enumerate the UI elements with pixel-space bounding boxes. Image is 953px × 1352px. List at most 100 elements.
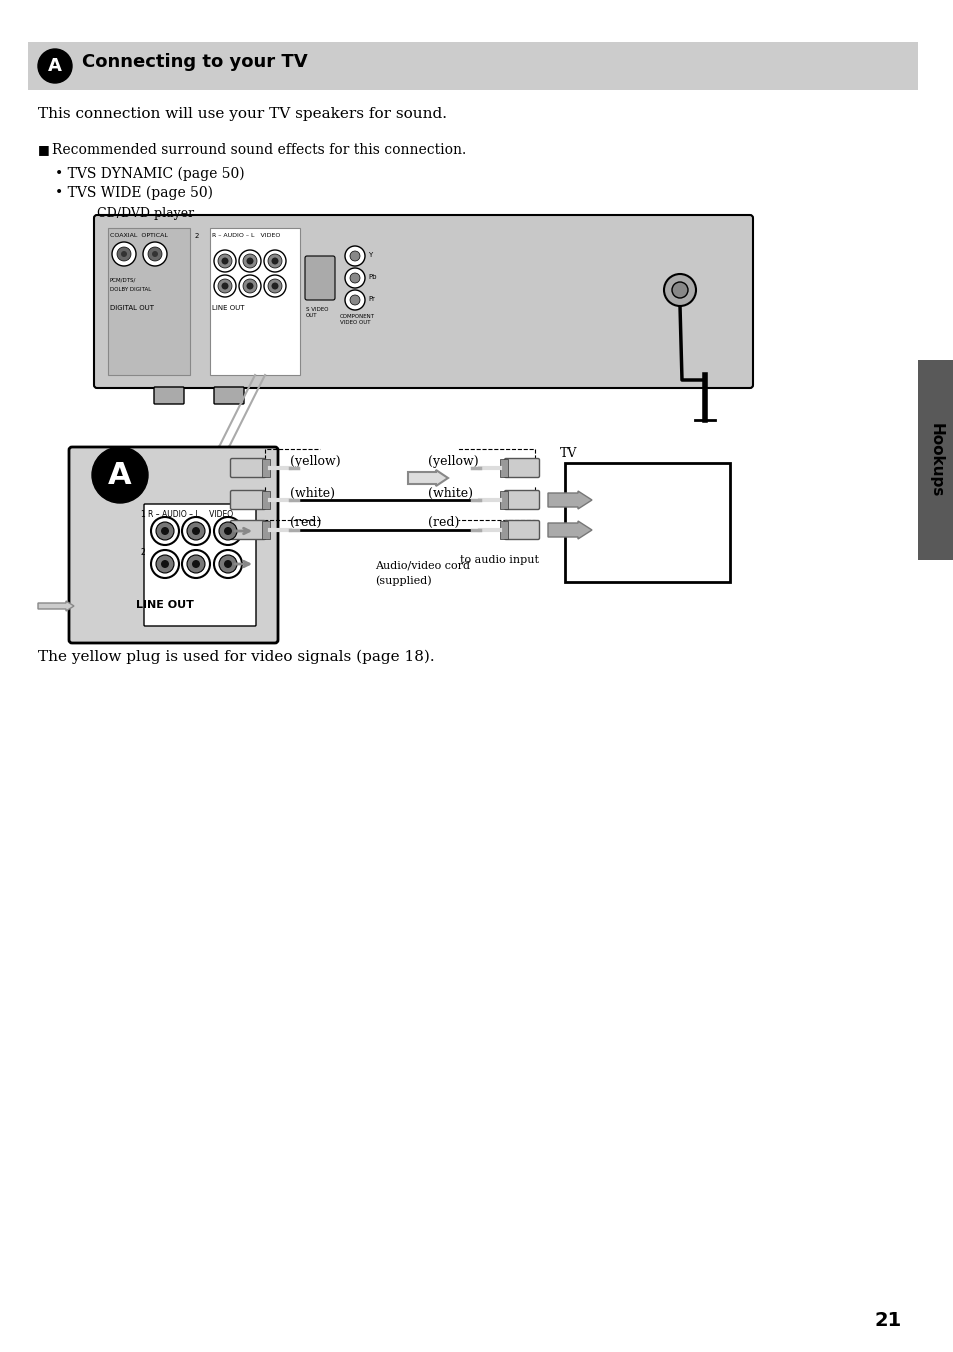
Circle shape: [187, 556, 205, 573]
Circle shape: [121, 251, 127, 257]
Text: (yellow): (yellow): [290, 456, 340, 468]
Bar: [499, 491, 507, 508]
Circle shape: [151, 516, 179, 545]
Circle shape: [264, 274, 286, 297]
FancyBboxPatch shape: [231, 458, 265, 477]
Circle shape: [192, 527, 200, 535]
Text: (red): (red): [428, 516, 459, 529]
Text: (red): (red): [290, 516, 321, 529]
FancyBboxPatch shape: [231, 521, 265, 539]
Circle shape: [91, 448, 148, 503]
FancyBboxPatch shape: [153, 387, 184, 404]
Circle shape: [156, 556, 173, 573]
Circle shape: [272, 283, 278, 289]
Circle shape: [224, 560, 232, 568]
Circle shape: [350, 273, 359, 283]
FancyBboxPatch shape: [144, 504, 255, 626]
Circle shape: [156, 522, 173, 539]
Circle shape: [246, 283, 253, 289]
Circle shape: [221, 283, 229, 289]
Text: Pb: Pb: [368, 274, 376, 280]
Bar: [262, 458, 270, 477]
Text: This connection will use your TV speakers for sound.: This connection will use your TV speaker…: [38, 107, 447, 120]
Bar: [564, 462, 729, 581]
Circle shape: [350, 295, 359, 306]
Text: LINE OUT: LINE OUT: [212, 306, 244, 311]
Circle shape: [246, 257, 253, 265]
FancyArrow shape: [547, 491, 592, 508]
FancyBboxPatch shape: [504, 491, 539, 510]
Circle shape: [182, 550, 210, 579]
Circle shape: [213, 550, 242, 579]
Text: (supplied): (supplied): [375, 575, 431, 585]
Text: ■: ■: [38, 143, 50, 155]
Text: R – AUDIO – L    VIDEO: R – AUDIO – L VIDEO: [148, 510, 233, 519]
Circle shape: [345, 289, 365, 310]
Text: DOLBY DIGITAL: DOLBY DIGITAL: [110, 287, 152, 292]
Circle shape: [221, 257, 229, 265]
FancyArrow shape: [547, 521, 592, 539]
Circle shape: [192, 560, 200, 568]
Circle shape: [239, 250, 261, 272]
Circle shape: [671, 283, 687, 297]
Text: (white): (white): [290, 487, 335, 500]
Text: Recommended surround sound effects for this connection.: Recommended surround sound effects for t…: [52, 143, 466, 157]
Circle shape: [219, 556, 236, 573]
Text: A: A: [108, 461, 132, 489]
Text: PCM/DTS/: PCM/DTS/: [110, 279, 136, 283]
Text: 2: 2: [194, 233, 199, 239]
FancyBboxPatch shape: [69, 448, 277, 644]
FancyBboxPatch shape: [504, 458, 539, 477]
Text: LINE OUT: LINE OUT: [136, 600, 193, 610]
Circle shape: [243, 254, 256, 268]
Circle shape: [239, 274, 261, 297]
Bar: [28, 42, 917, 91]
Bar: [917, 360, 953, 560]
Text: DIGITAL OUT: DIGITAL OUT: [110, 306, 153, 311]
Circle shape: [350, 251, 359, 261]
Circle shape: [112, 242, 136, 266]
Circle shape: [213, 274, 235, 297]
Text: A: A: [48, 57, 62, 74]
Circle shape: [224, 527, 232, 535]
Text: Audio/video cord: Audio/video cord: [375, 560, 470, 571]
Text: Pr: Pr: [368, 296, 375, 301]
FancyBboxPatch shape: [231, 491, 265, 510]
Circle shape: [213, 516, 242, 545]
FancyBboxPatch shape: [305, 256, 335, 300]
Text: (white): (white): [428, 487, 473, 500]
Circle shape: [38, 49, 71, 82]
Circle shape: [219, 522, 236, 539]
Circle shape: [218, 254, 232, 268]
FancyBboxPatch shape: [94, 215, 752, 388]
Text: • TVS WIDE (page 50): • TVS WIDE (page 50): [55, 187, 213, 200]
Circle shape: [143, 242, 167, 266]
Bar: [262, 491, 270, 508]
Circle shape: [117, 247, 131, 261]
Bar: [210, 228, 299, 375]
Text: COAXIAL  OPTICAL: COAXIAL OPTICAL: [110, 233, 168, 238]
Circle shape: [161, 560, 169, 568]
Circle shape: [663, 274, 696, 306]
Bar: [499, 458, 507, 477]
Text: 2: 2: [140, 548, 145, 557]
Circle shape: [152, 251, 158, 257]
Circle shape: [345, 268, 365, 288]
Circle shape: [272, 257, 278, 265]
Text: R – AUDIO – L   VIDEO: R – AUDIO – L VIDEO: [212, 233, 280, 238]
Circle shape: [187, 522, 205, 539]
Circle shape: [268, 279, 282, 293]
Circle shape: [213, 250, 235, 272]
Text: TV: TV: [559, 448, 577, 460]
Circle shape: [182, 516, 210, 545]
Text: : Signal flow: : Signal flow: [71, 598, 151, 611]
FancyArrow shape: [38, 602, 74, 611]
Circle shape: [345, 246, 365, 266]
FancyBboxPatch shape: [213, 387, 244, 404]
Text: • TVS DYNAMIC (page 50): • TVS DYNAMIC (page 50): [55, 168, 244, 181]
Text: 1: 1: [140, 510, 145, 519]
Circle shape: [243, 279, 256, 293]
Bar: [108, 228, 190, 375]
Text: The yellow plug is used for video signals (page 18).: The yellow plug is used for video signal…: [38, 650, 435, 664]
Bar: [499, 521, 507, 539]
